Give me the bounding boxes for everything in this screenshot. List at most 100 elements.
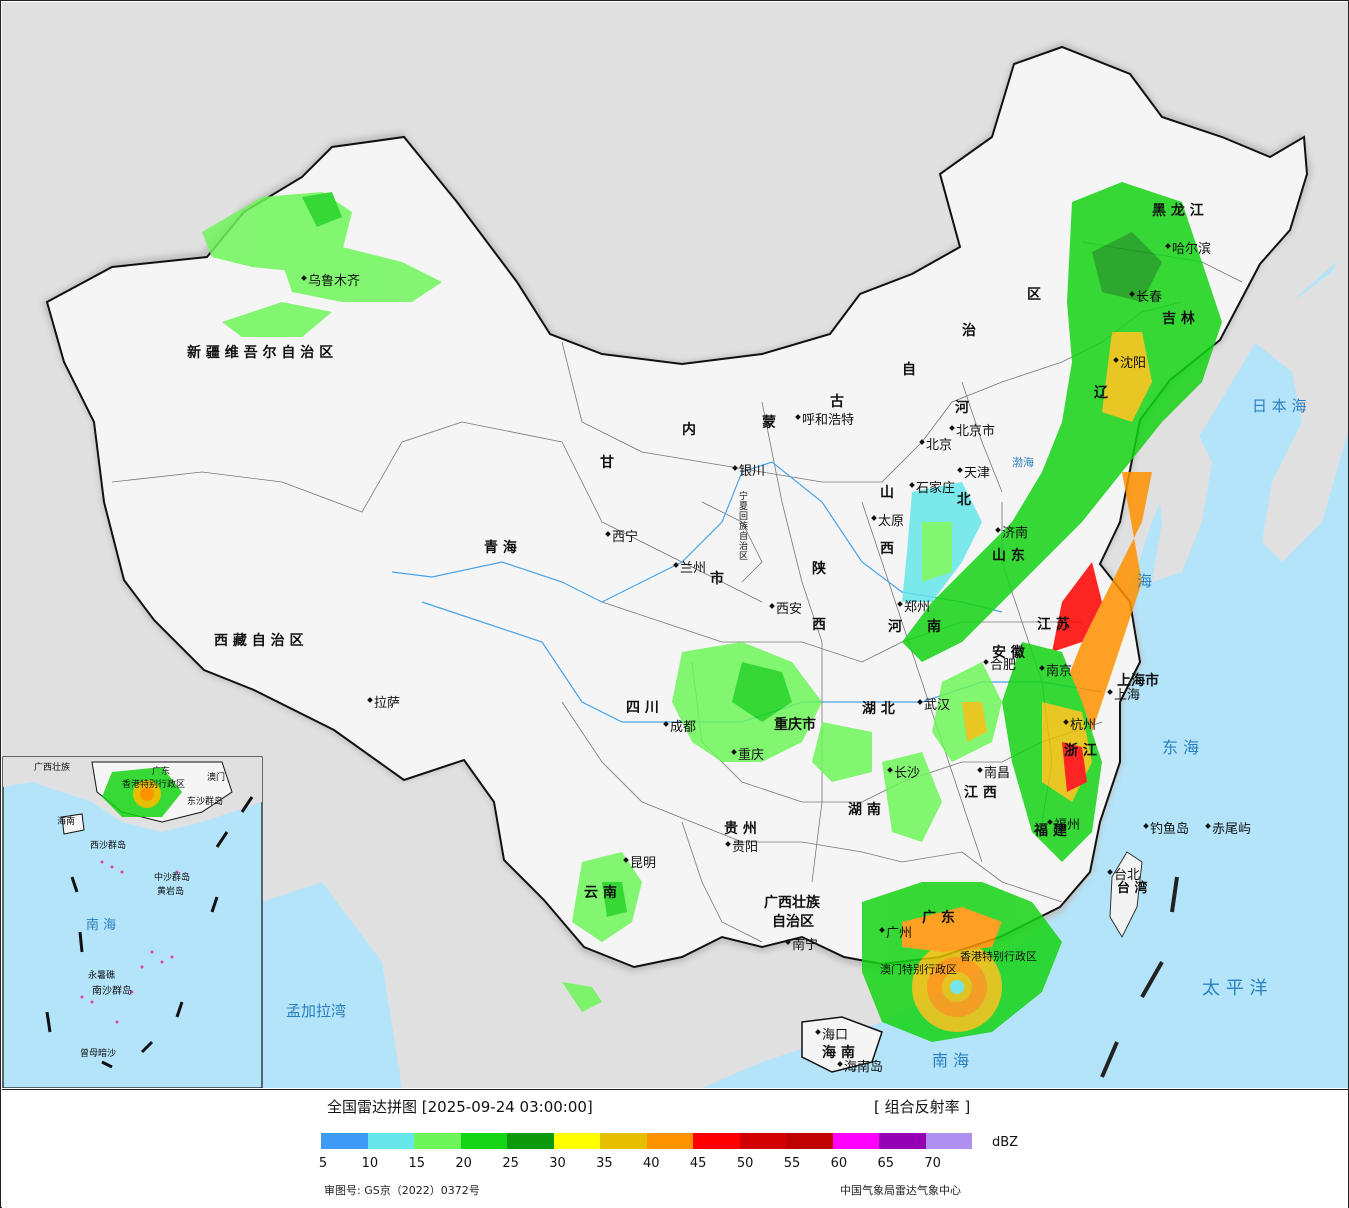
- city-label-urumqi: 乌鲁木齐: [308, 274, 361, 289]
- color-swatch-12: [879, 1133, 926, 1149]
- color-swatch-10: [786, 1133, 833, 1149]
- color-swatch-5: [553, 1133, 600, 1149]
- sea-label-huanghai: 海: [1137, 572, 1153, 590]
- legend-title: 全国雷达拼图 [2025-09-24 03:00:00]: [327, 1098, 593, 1116]
- city-label-taibei: 台北: [1114, 868, 1141, 883]
- city-marker: [879, 927, 885, 933]
- city-marker: [1129, 291, 1135, 297]
- province-label-shaanxi2: 西: [812, 617, 826, 633]
- color-scale-tick: 70: [924, 1156, 941, 1171]
- province-label-neimenggu_5: 治: [962, 323, 976, 339]
- province-label-hebei2: 北: [957, 492, 971, 508]
- inset-label-hk_inset: 香港特别行政区: [122, 780, 186, 790]
- province-label-henan: 河: [888, 619, 902, 635]
- city-marker: [785, 939, 791, 945]
- sea-bengal: [262, 882, 402, 1088]
- province-label-guangxi2: 自治区: [772, 914, 814, 930]
- color-scale-tick: 20: [455, 1156, 472, 1171]
- city-marker: [983, 659, 989, 665]
- sea-label-donghai: 东 海: [1162, 738, 1200, 757]
- color-scale-tick: 65: [877, 1156, 895, 1171]
- city-marker: [957, 467, 963, 473]
- sea-label-bohai: 渤海: [1012, 456, 1034, 469]
- city-marker: [725, 841, 731, 847]
- province-label-shandong: 山 东: [992, 548, 1025, 564]
- city-marker: [731, 749, 737, 755]
- city-label-xian: 西安: [776, 602, 803, 617]
- province-label-anhui: 安 徽: [992, 645, 1025, 661]
- province-label-hebei: 河: [955, 400, 969, 416]
- city-label-hohhot: 呼和浩特: [802, 413, 855, 428]
- province-label-taiwan: 台 湾: [1117, 881, 1148, 896]
- city-marker: [663, 721, 669, 727]
- city-marker: [919, 439, 925, 445]
- city-label-beijing: 北京: [926, 438, 953, 453]
- city-marker: [977, 767, 983, 773]
- sea-label-pacific: 太 平 洋: [1202, 978, 1268, 999]
- color-swatch-2: [414, 1133, 461, 1149]
- inset-label-huangyan: 黄岩岛: [157, 887, 185, 897]
- color-scale-tick: 60: [830, 1156, 848, 1171]
- sea-label-japan_sea: 日 本 海: [1252, 397, 1307, 415]
- province-label-hongkong: 香港特别行政区: [960, 950, 1037, 963]
- city-marker: [1205, 823, 1211, 829]
- province-label-chongqing: 重庆市: [774, 717, 816, 733]
- province-label-fujian: 福 建: [1034, 823, 1067, 839]
- inset-label-nansha: 南沙群岛: [92, 986, 132, 997]
- city-label-hainandao: 海南岛: [844, 1060, 884, 1075]
- city-label-lanzhou: 兰州: [680, 561, 707, 576]
- city-label-hangzhou: 杭州: [1070, 718, 1097, 733]
- city-label-nanning: 南宁: [792, 938, 819, 953]
- city-marker: [1165, 243, 1171, 249]
- color-swatch-13: [925, 1133, 972, 1149]
- china-map: [2, 2, 1348, 1088]
- city-label-kunming: 昆明: [630, 856, 657, 871]
- city-label-fuzhou: 福州: [1054, 818, 1081, 833]
- city-label-harbin: 哈尔滨: [1172, 242, 1212, 257]
- city-label-haikou: 海口: [822, 1028, 849, 1043]
- city-label-nanchang: 南昌: [984, 766, 1011, 781]
- city-label-changchun: 长春: [1136, 290, 1163, 305]
- color-scale-tick: 40: [643, 1156, 660, 1171]
- province-label-gansu: 甘: [600, 455, 614, 471]
- sea-label-bengal: 孟加拉湾: [286, 1002, 347, 1020]
- color-scale: [321, 1133, 972, 1149]
- city-label-chengdu: 成都: [670, 720, 697, 735]
- inset-label-zengmu: 曾母暗沙: [80, 1049, 117, 1059]
- color-scale-tick: 35: [596, 1156, 613, 1171]
- maritime-boundary: [1100, 876, 1179, 1078]
- province-label-zhejiang: 浙 江: [1064, 743, 1097, 759]
- color-swatch-0: [321, 1133, 368, 1149]
- legend-panel: 全国雷达拼图 [2025-09-24 03:00:00] [ 组合反射率 ] 5…: [2, 1089, 1348, 1208]
- province-label-shanxi: 山: [880, 485, 894, 501]
- product-name: [ 组合反射率 ]: [874, 1098, 971, 1116]
- province-label-neimenggu_3: 古: [830, 394, 844, 410]
- color-swatch-7: [646, 1133, 693, 1149]
- inset-label-dongsha: 东沙群岛: [187, 797, 224, 807]
- color-swatch-6: [600, 1133, 647, 1149]
- city-marker: [1113, 357, 1119, 363]
- city-label-nanjing: 南京: [1046, 664, 1073, 679]
- city-marker: [732, 465, 738, 471]
- color-scale-tick: 15: [408, 1156, 426, 1171]
- province-label-ningxia: 宁夏回族自治区: [739, 492, 749, 562]
- city-marker: [917, 699, 923, 705]
- province-label-neimenggu_4: 自: [902, 362, 916, 378]
- korea-land: [1152, 422, 1212, 582]
- province-label-heilongjiang: 黑 龙 江: [1152, 203, 1204, 219]
- color-scale-tick: 10: [361, 1156, 379, 1171]
- inset-label-zhongsha: 中沙群岛: [154, 873, 191, 883]
- province-label-xizang: 西 藏 自 治 区: [214, 633, 304, 649]
- city-label-chongqing_c: 重庆: [738, 748, 765, 763]
- city-marker: [837, 1061, 843, 1067]
- province-label-guangxi: 广西壮族: [764, 895, 820, 911]
- province-label-neimenggu_1: 内: [682, 422, 696, 438]
- city-label-guiyang: 贵阳: [732, 840, 759, 855]
- color-swatch-3: [460, 1133, 507, 1149]
- province-label-neimenggu_2: 蒙: [762, 415, 776, 431]
- inset-label-hainan_inset: 海南: [57, 817, 76, 827]
- city-label-chiweiyu: 赤尾屿: [1212, 822, 1252, 837]
- color-swatch-8: [693, 1133, 740, 1149]
- color-scale-tick: 45: [689, 1156, 707, 1171]
